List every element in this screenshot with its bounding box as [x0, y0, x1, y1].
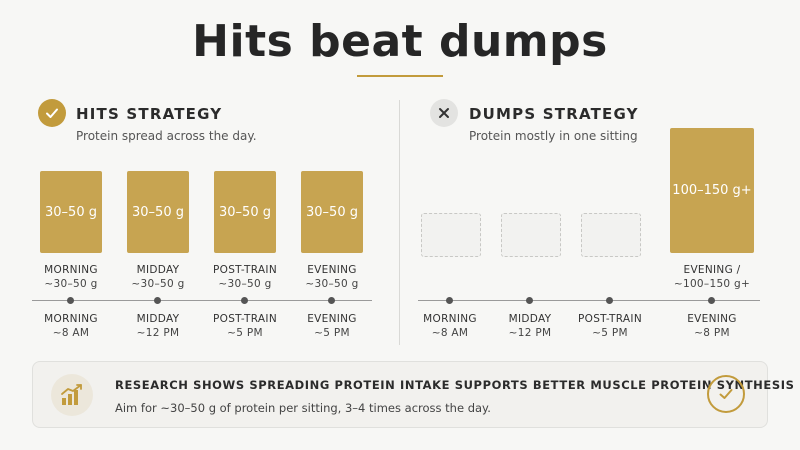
time-name: MORNING: [44, 313, 98, 325]
hits-block-label: MORNING ~30–50 g: [11, 263, 131, 291]
label-name: EVENING: [307, 264, 357, 276]
dumps-timeline: [418, 300, 760, 301]
dumps-empty-post-train: [581, 213, 641, 257]
hits-timeline: [32, 300, 372, 301]
dumps-time-label: MORNING ~8 AM: [390, 312, 510, 340]
hits-subtitle: Protein spread across the day.: [76, 129, 257, 143]
growth-chart-icon: [51, 374, 93, 416]
dumps-block-label: EVENING / ~100–150 g+: [652, 263, 772, 291]
timeline-dot: [67, 297, 74, 304]
label-name: MORNING: [44, 264, 98, 276]
timeline-dot: [708, 297, 715, 304]
time-name: MIDDAY: [508, 313, 552, 325]
hits-block-label: POST-TRAIN ~30–50 g: [185, 263, 305, 291]
block-amount: 30–50 g: [306, 204, 358, 220]
dumps-subtitle: Protein mostly in one sitting: [469, 129, 638, 143]
label-name: MIDDAY: [136, 264, 180, 276]
time-name: EVENING: [687, 313, 737, 325]
hits-block-label: EVENING ~30–50 g: [272, 263, 392, 291]
research-title: RESEARCH SHOWS SPREADING PROTEIN INTAKE …: [115, 378, 795, 392]
check-circle-icon: [707, 375, 745, 413]
label-name: EVENING /: [683, 264, 741, 276]
hits-heading: HITS STRATEGY: [76, 105, 223, 123]
check-icon: [38, 99, 66, 127]
hits-time-label: MORNING ~8 AM: [11, 312, 131, 340]
time-name: EVENING: [307, 313, 357, 325]
title-underline: [357, 75, 443, 77]
dumps-time-label: MIDDAY ~12 PM: [470, 312, 590, 340]
label-amount: ~30–50 g: [44, 278, 98, 290]
time-value: ~8 AM: [52, 327, 90, 339]
time-name: MORNING: [423, 313, 477, 325]
time-value: ~5 PM: [314, 327, 350, 339]
hits-block-label: MIDDAY ~30–50 g: [98, 263, 218, 291]
timeline-dot: [241, 297, 248, 304]
page-title: Hits beat dumps: [192, 16, 608, 67]
dumps-block-evening: 100–150 g+: [670, 128, 754, 253]
time-value: ~5 PM: [592, 327, 628, 339]
label-amount: ~30–50 g: [131, 278, 185, 290]
hits-time-label: EVENING ~5 PM: [272, 312, 392, 340]
block-amount: 100–150 g+: [672, 183, 752, 198]
timeline-dot: [154, 297, 161, 304]
x-icon: [430, 99, 458, 127]
research-banner: RESEARCH SHOWS SPREADING PROTEIN INTAKE …: [32, 361, 794, 428]
hits-block-post-train: 30–50 g: [214, 171, 276, 253]
time-value: ~5 PM: [227, 327, 263, 339]
section-divider: [399, 100, 400, 345]
dumps-empty-midday: [501, 213, 561, 257]
dumps-panel: DUMPS STRATEGY Protein mostly in one sit…: [400, 96, 800, 346]
dumps-heading: DUMPS STRATEGY: [469, 105, 639, 123]
hits-time-label: POST-TRAIN ~5 PM: [185, 312, 305, 340]
label-amount: ~30–50 g: [218, 278, 272, 290]
block-amount: 30–50 g: [219, 204, 271, 220]
timeline-dot: [446, 297, 453, 304]
time-name: MIDDAY: [136, 313, 180, 325]
dumps-empty-morning: [421, 213, 481, 257]
label-name: POST-TRAIN: [213, 264, 277, 276]
label-amount: ~100–150 g+: [673, 278, 751, 290]
time-name: POST-TRAIN: [213, 313, 277, 325]
hits-block-evening: 30–50 g: [301, 171, 363, 253]
label-amount: ~30–50 g: [305, 278, 359, 290]
dumps-time-label: POST-TRAIN ~5 PM: [550, 312, 670, 340]
hits-block-morning: 30–50 g: [40, 171, 102, 253]
time-name: POST-TRAIN: [578, 313, 642, 325]
dumps-time-label: EVENING ~8 PM: [652, 312, 772, 340]
block-amount: 30–50 g: [132, 204, 184, 220]
hits-panel: HITS STRATEGY Protein spread across the …: [0, 96, 398, 346]
time-value: ~8 AM: [431, 327, 469, 339]
time-value: ~12 PM: [136, 327, 180, 339]
hits-block-midday: 30–50 g: [127, 171, 189, 253]
timeline-dot: [526, 297, 533, 304]
block-amount: 30–50 g: [45, 204, 97, 220]
timeline-dot: [606, 297, 613, 304]
research-subtitle: Aim for ~30–50 g of protein per sitting,…: [115, 401, 491, 415]
timeline-dot: [328, 297, 335, 304]
time-value: ~8 PM: [694, 327, 730, 339]
time-value: ~12 PM: [508, 327, 552, 339]
hits-time-label: MIDDAY ~12 PM: [98, 312, 218, 340]
